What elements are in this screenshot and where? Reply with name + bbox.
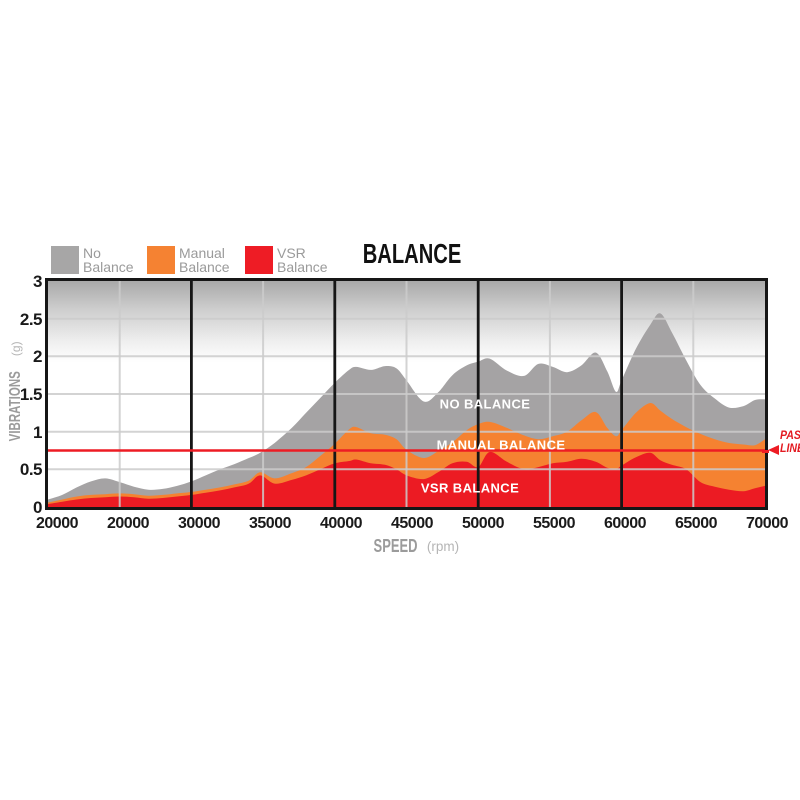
y-tick-label: 1.5 bbox=[19, 385, 43, 404]
x-tick-label: 20000 bbox=[36, 515, 79, 532]
y-axis-title: VIBRATIONS (g) bbox=[7, 328, 27, 468]
vsr-balance-area-label: VSR BALANCE bbox=[420, 480, 520, 496]
x-tick-label: 70000 bbox=[746, 515, 789, 532]
vsr-balance-swatch-icon bbox=[245, 246, 273, 274]
x-axis-title-text: SPEED bbox=[373, 536, 418, 556]
x-tick-label: 20000 bbox=[107, 515, 150, 532]
x-tick-label: 45000 bbox=[391, 515, 434, 532]
chart-title: BALANCE bbox=[362, 238, 462, 269]
y-tick-label: 1 bbox=[33, 422, 42, 442]
x-tick-label: 30000 bbox=[178, 515, 221, 532]
x-tick-label: 60000 bbox=[604, 515, 647, 532]
legend-label-line2: Balance bbox=[83, 258, 134, 275]
pass-line-label-line1: PASS bbox=[780, 430, 800, 442]
legend-label-line2: Balance bbox=[179, 258, 230, 275]
legend-label: No Balance bbox=[83, 246, 134, 274]
y-tick-label: 2.5 bbox=[19, 309, 43, 329]
plot-area: NO BALANCE MANUAL BALANCE VSR BALANCE bbox=[45, 278, 768, 510]
x-tick-label: 65000 bbox=[675, 515, 718, 532]
x-axis-unit-text: (rpm) bbox=[426, 539, 460, 554]
x-tick-label: 50000 bbox=[462, 515, 505, 532]
y-tick-label: 0 bbox=[33, 498, 42, 517]
legend-label-line2: Balance bbox=[277, 258, 328, 275]
y-tick-label: 0.5 bbox=[19, 460, 43, 480]
chart-svg bbox=[48, 281, 765, 507]
no-balance-area-label: NO BALANCE bbox=[439, 396, 531, 412]
legend-item-manual-balance: Manual Balance bbox=[147, 246, 230, 274]
y-axis-unit-text: (g) bbox=[9, 341, 23, 357]
legend-item-vsr-balance: VSR Balance bbox=[245, 246, 328, 274]
pass-line-extension bbox=[762, 450, 769, 453]
legend-label-line1: Manual bbox=[179, 245, 225, 261]
y-axis-title-text: VIBRATIONS bbox=[7, 370, 24, 441]
legend-label-line1: VSR bbox=[277, 245, 306, 261]
manual-balance-swatch-icon bbox=[147, 246, 175, 274]
x-tick-label: 35000 bbox=[249, 515, 292, 532]
x-tick-label: 40000 bbox=[320, 515, 363, 532]
legend-label: VSR Balance bbox=[277, 246, 328, 274]
x-tick-label: 55000 bbox=[533, 515, 576, 532]
legend-label: Manual Balance bbox=[179, 246, 230, 274]
pass-line-label: PASS LINE bbox=[780, 430, 800, 455]
y-tick-label: 2 bbox=[33, 347, 42, 367]
no-balance-swatch-icon bbox=[51, 246, 79, 274]
pass-line-label-line2: LINE bbox=[780, 442, 800, 455]
manual-balance-area-label: MANUAL BALANCE bbox=[436, 437, 566, 453]
legend-label-line1: No bbox=[83, 245, 101, 261]
y-tick-label: 3 bbox=[33, 272, 42, 291]
pass-line-arrow-icon bbox=[768, 445, 779, 455]
x-axis-title: SPEED (rpm) bbox=[312, 536, 512, 557]
legend-item-no-balance: No Balance bbox=[51, 246, 134, 274]
